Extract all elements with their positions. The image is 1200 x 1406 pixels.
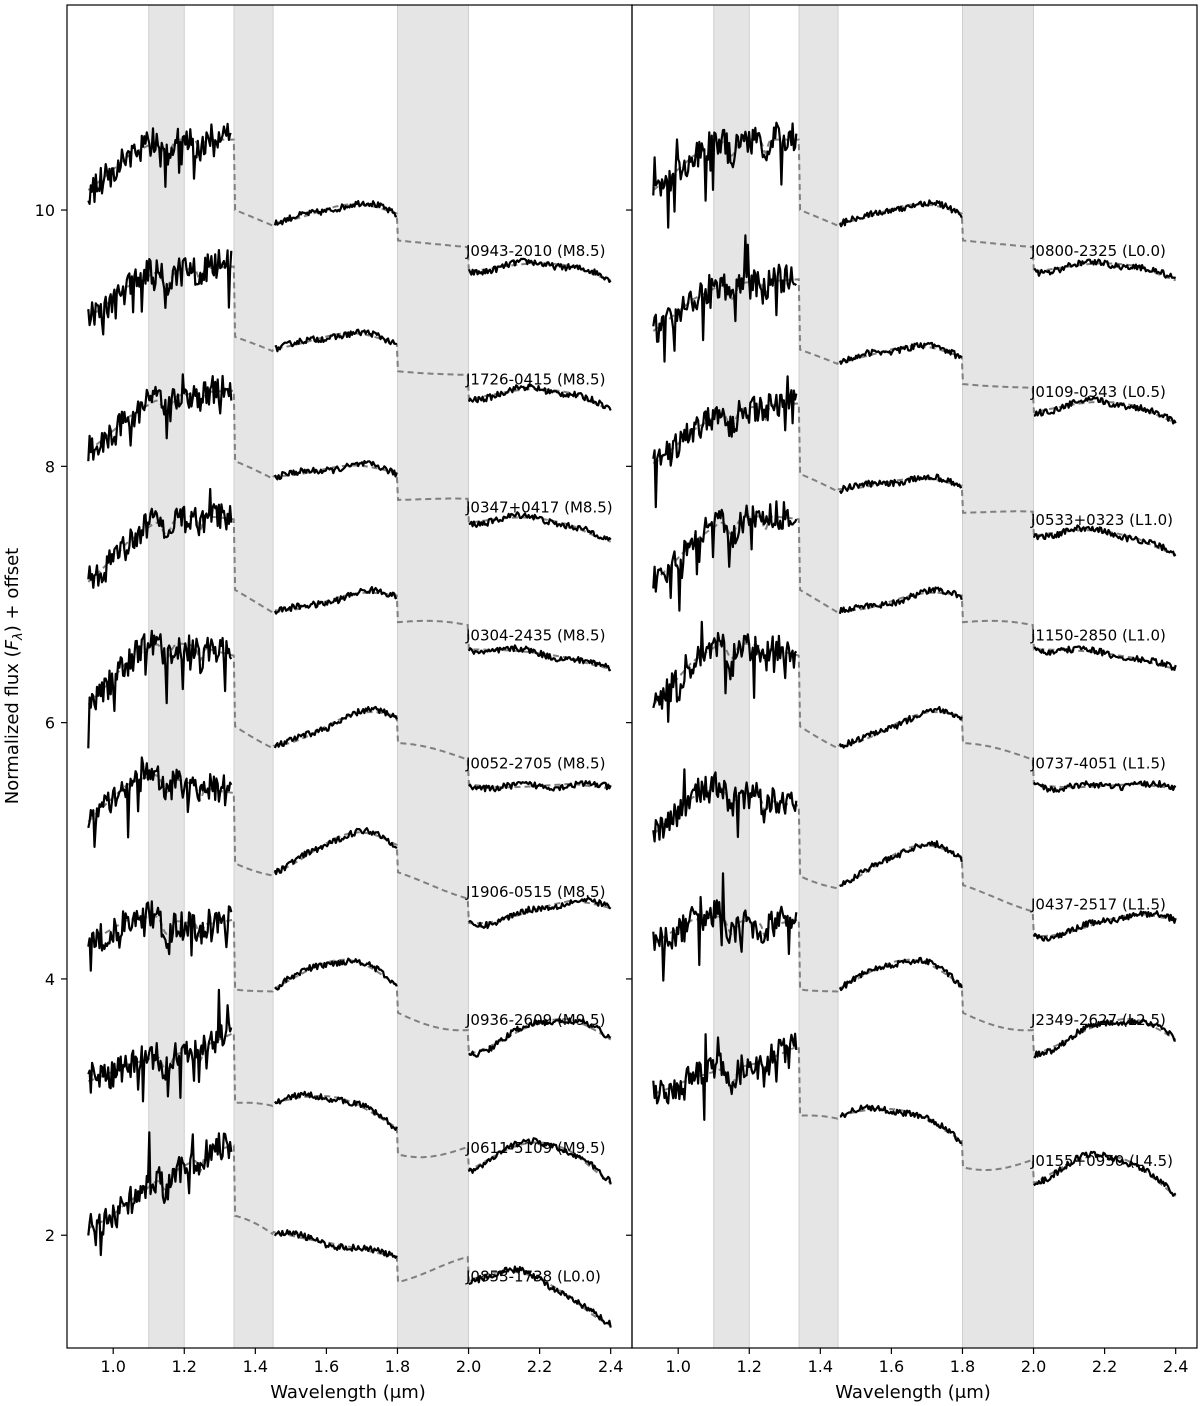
y-tick-label: 10 xyxy=(35,201,55,220)
observed-line xyxy=(652,620,1177,793)
template-line xyxy=(652,138,1176,282)
template-line xyxy=(652,402,1176,556)
observed-line xyxy=(652,872,1176,1059)
x-tick-label: 1.6 xyxy=(879,1357,904,1376)
observed-line xyxy=(652,121,1177,279)
observed-line xyxy=(652,500,1177,671)
spectrum-6: J0437-2517 (L1.5) xyxy=(652,768,1177,942)
observed-line xyxy=(652,1032,1177,1197)
x-tick-label: 1.6 xyxy=(314,1357,339,1376)
x-tick-label: 1.4 xyxy=(808,1357,833,1376)
right-x-axis-title: Wavelength (μm) xyxy=(835,1382,991,1403)
spectrum-label: J0304-2435 (M8.5) xyxy=(465,627,605,645)
observed-line xyxy=(87,487,612,672)
observed-line xyxy=(652,768,1177,942)
spectrum-label: J0853-1738 (L0.0) xyxy=(465,1267,601,1285)
x-tick-label: 2.0 xyxy=(456,1357,481,1376)
observed-line xyxy=(87,373,612,541)
x-tick-label: 2.2 xyxy=(527,1357,552,1376)
y-tick-label: 2 xyxy=(45,1226,55,1245)
spectrum-label: J1906-0515 (M8.5) xyxy=(465,883,605,901)
x-tick-label: 1.2 xyxy=(172,1357,197,1376)
observed-line xyxy=(87,122,612,283)
spectrum-label: J0533+0323 (L1.0) xyxy=(1030,511,1173,529)
y-axis-title: Normalized flux (Fλ) + offset xyxy=(2,548,26,805)
spectrum-1: J0943-2010 (M8.5) xyxy=(87,122,612,283)
spectrum-label: J1726-0415 (M8.5) xyxy=(465,370,605,388)
spectrum-label: J0109-0343 (L0.5) xyxy=(1030,383,1166,401)
spectrum-3: J0533+0323 (L1.0) xyxy=(652,375,1177,557)
spectrum-label: J0800-2325 (L0.0) xyxy=(1030,242,1166,260)
observed-line xyxy=(87,1131,612,1328)
observed-line xyxy=(87,988,612,1185)
telluric-band-3 xyxy=(961,4,1035,1349)
spectrum-label: J0052-2705 (M8.5) xyxy=(465,755,605,773)
spectrum-7: J2349-2627 (L2.5) xyxy=(652,872,1177,1059)
spectrum-1: J0800-2325 (L0.0) xyxy=(652,121,1177,282)
x-tick-label: 2.4 xyxy=(1163,1357,1188,1376)
x-tick-label: 1.2 xyxy=(737,1357,762,1376)
spectrum-label: J0737-4051 (L1.5) xyxy=(1030,755,1166,773)
spectrum-label: J1150-2850 (L1.0) xyxy=(1030,627,1166,645)
observed-line xyxy=(652,375,1177,557)
right-panel: J0800-2325 (L0.0) J0109-0343 (L0.5) J0533+… xyxy=(626,4,1198,1376)
x-tick-label: 2.2 xyxy=(1092,1357,1117,1376)
observed-line xyxy=(87,249,612,411)
spectrum-8: J0611-5109 (M9.5) xyxy=(87,988,612,1185)
spectrum-5: J0737-4051 (L1.5) xyxy=(652,620,1177,793)
y-tick-label: 8 xyxy=(45,457,55,476)
x-tick-label: 2.4 xyxy=(598,1357,623,1376)
observed-line xyxy=(87,900,612,1058)
telluric-band-3 xyxy=(396,4,470,1349)
spectrum-label: J0943-2010 (M8.5) xyxy=(465,242,605,260)
spectrum-6: J1906-0515 (M8.5) xyxy=(87,756,612,930)
spectrum-label: J2349-2627 (L2.5) xyxy=(1030,1011,1166,1029)
spectrum-2: J1726-0415 (M8.5) xyxy=(87,249,612,411)
left-x-axis-title: Wavelength (μm) xyxy=(270,1382,426,1403)
template-line xyxy=(87,389,611,543)
spectrum-label: J0611-5109 (M9.5) xyxy=(465,1139,605,1157)
x-tick-label: 1.0 xyxy=(665,1357,690,1376)
spectrum-7: J0936-2609 (M9.5) xyxy=(87,900,612,1058)
spectrum-4: J0304-2435 (M8.5) xyxy=(87,487,612,672)
observed-line xyxy=(652,234,1177,425)
spectrum-5: J0052-2705 (M8.5) xyxy=(87,629,612,793)
spectrum-label: J0936-2609 (M9.5) xyxy=(465,1011,605,1029)
spectrum-label: J0437-2517 (L1.5) xyxy=(1030,896,1166,914)
observed-line xyxy=(87,756,612,930)
left-panel: J0943-2010 (M8.5) J1726-0415 (M8.5) J0347+… xyxy=(35,4,633,1376)
template-line xyxy=(87,138,611,282)
spectrum-label: J0155+0950 (L4.5) xyxy=(1030,1152,1173,1170)
x-tick-label: 1.8 xyxy=(385,1357,410,1376)
x-tick-label: 1.0 xyxy=(100,1357,125,1376)
spectrum-8: J0155+0950 (L4.5) xyxy=(652,1032,1177,1197)
plot-frame xyxy=(631,4,1198,1349)
spectrum-4: J1150-2850 (L1.0) xyxy=(652,500,1177,671)
spectrum-label: J0347+0417 (M8.5) xyxy=(465,498,613,516)
y-tick-label: 4 xyxy=(45,970,55,989)
x-tick-label: 1.8 xyxy=(950,1357,975,1376)
x-tick-label: 1.4 xyxy=(243,1357,268,1376)
spectrum-9: J0853-1738 (L0.0) xyxy=(87,1131,612,1328)
spectrum-3: J0347+0417 (M8.5) xyxy=(87,373,613,543)
spectrum-2: J0109-0343 (L0.5) xyxy=(652,234,1177,425)
template-line xyxy=(88,1031,612,1184)
y-tick-label: 6 xyxy=(45,714,55,733)
x-tick-label: 2.0 xyxy=(1021,1357,1046,1376)
observed-line xyxy=(87,629,612,793)
telluric-band-2 xyxy=(233,4,274,1349)
telluric-band-2 xyxy=(798,4,839,1349)
